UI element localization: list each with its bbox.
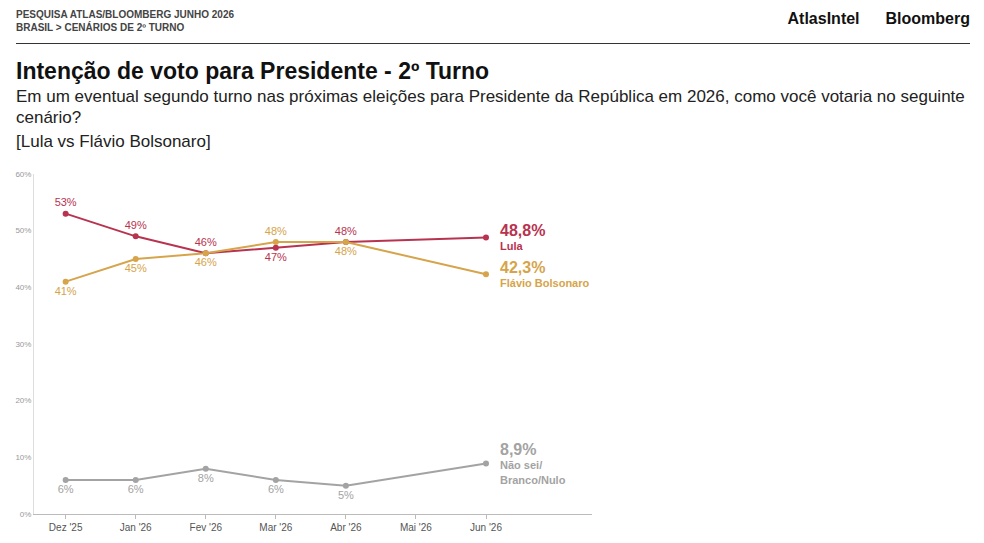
svg-text:47%: 47% xyxy=(265,251,287,263)
svg-text:46%: 46% xyxy=(195,256,217,268)
svg-text:48%: 48% xyxy=(335,245,357,257)
svg-text:60%: 60% xyxy=(15,170,31,179)
svg-text:0%: 0% xyxy=(20,510,32,519)
svg-text:49%: 49% xyxy=(125,219,147,231)
svg-text:45%: 45% xyxy=(125,262,147,274)
svg-text:Jun '26: Jun '26 xyxy=(470,522,502,533)
svg-text:30%: 30% xyxy=(15,340,31,349)
html-text:[Lula vs Flávio Bolsonaro]: [Lula vs Flávio Bolsonaro] xyxy=(16,132,211,151)
html-text:BRASIL > CENÁRIOS DE 2º TURNO: BRASIL > CENÁRIOS DE 2º TURNO xyxy=(16,22,185,33)
html-text:Intenção de voto para Presiden: Intenção de voto para Presidente - 2º Tu… xyxy=(16,58,490,84)
svg-text:46%: 46% xyxy=(195,236,217,248)
svg-text:48,8%Lula: 48,8%Lula xyxy=(500,222,545,252)
svg-text:Mai '26: Mai '26 xyxy=(400,522,432,533)
svg-text:48%: 48% xyxy=(265,225,287,237)
svg-text:10%: 10% xyxy=(15,453,31,462)
svg-text:6%: 6% xyxy=(128,483,144,495)
html-text:PESQUISA ATLAS/BLOOMBERG JUNHO: PESQUISA ATLAS/BLOOMBERG JUNHO 2026 xyxy=(16,9,234,20)
svg-text:Jan '26: Jan '26 xyxy=(120,522,152,533)
svg-text:50%: 50% xyxy=(15,226,31,235)
html-text:Bloomberg: Bloomberg xyxy=(885,10,970,27)
svg-text:Mar '26: Mar '26 xyxy=(259,522,292,533)
svg-text:41%: 41% xyxy=(55,285,77,297)
svg-text:48%: 48% xyxy=(335,225,357,237)
svg-text:8,9%Não sei/Branco/Nulo: 8,9%Não sei/Branco/Nulo xyxy=(500,441,566,486)
html-text:Em um eventual segundo turno n: Em um eventual segundo turno nas próxima… xyxy=(16,87,965,127)
svg-text:8%: 8% xyxy=(198,472,214,484)
svg-text:53%: 53% xyxy=(55,196,77,208)
svg-text:42,3%Flávio Bolsonaro: 42,3%Flávio Bolsonaro xyxy=(500,259,590,289)
svg-text:Abr '26: Abr '26 xyxy=(330,522,362,533)
svg-text:20%: 20% xyxy=(15,396,31,405)
html-text:AtlasIntel: AtlasIntel xyxy=(787,10,860,27)
svg-text:Dez '25: Dez '25 xyxy=(49,522,83,533)
svg-text:6%: 6% xyxy=(268,483,284,495)
svg-text:5%: 5% xyxy=(338,489,354,501)
svg-text:Fev '26: Fev '26 xyxy=(190,522,223,533)
svg-text:6%: 6% xyxy=(58,483,74,495)
svg-text:40%: 40% xyxy=(15,283,31,292)
